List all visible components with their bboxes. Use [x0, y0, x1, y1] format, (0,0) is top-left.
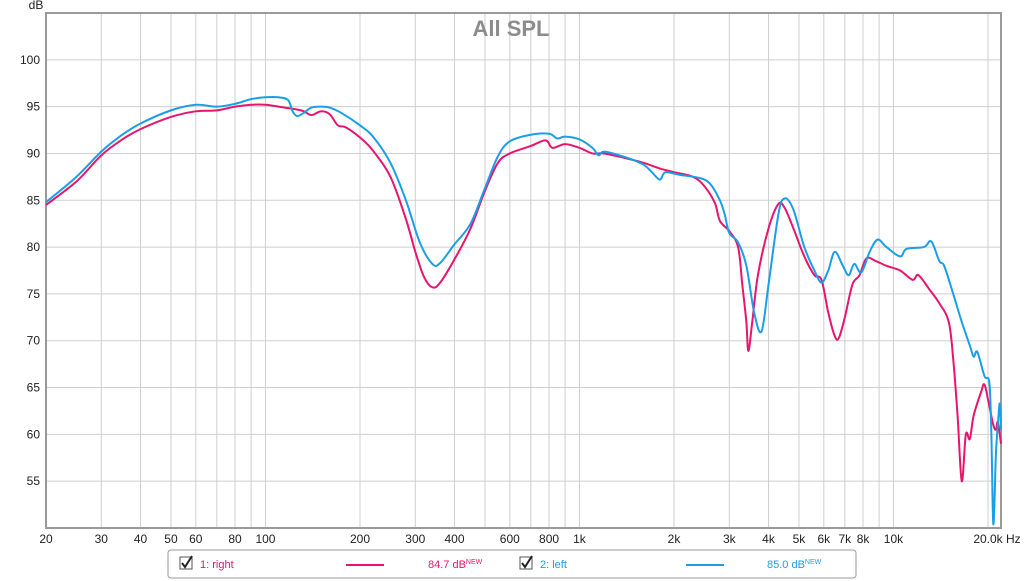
x-tick-label: 30	[95, 532, 109, 546]
series-2-line	[45, 95, 1002, 526]
x-tick-label: 50	[164, 532, 178, 546]
x-tick-label: 10k	[884, 532, 904, 546]
x-tick-label: 5k	[793, 532, 807, 546]
x-tick-label: 40	[134, 532, 148, 546]
x-tick-label: 4k	[762, 532, 776, 546]
y-tick-labels: 55 60 65 70 75 80 85 90 95 100	[20, 53, 40, 488]
y-tick-label: 90	[27, 146, 41, 160]
series-lines	[45, 95, 1002, 526]
x-tick-label: 100	[255, 532, 275, 546]
x-tick-label: 3k	[723, 532, 737, 546]
series-2-checkbox[interactable]	[519, 555, 533, 570]
legend-item-left: 2: left 85.0 dBNEW	[519, 555, 822, 571]
x-tick-label: 60	[189, 532, 203, 546]
series-2-name: 2: left	[540, 559, 567, 571]
y-tick-label: 80	[27, 240, 41, 254]
x-tick-label: 8k	[857, 532, 871, 546]
series-1-level: 84.7 dBNEW	[428, 559, 483, 571]
legend-item-right: 1: right 84.7 dBNEW	[179, 555, 483, 571]
y-tick-label: 95	[27, 100, 41, 114]
y-tick-label: 85	[27, 193, 41, 207]
series-1-name: 1: right	[200, 559, 234, 571]
check-icon	[521, 555, 533, 569]
y-tick-label: 100	[20, 53, 40, 67]
x-axis-label: Hz	[1006, 532, 1021, 546]
x-tick-label: 800	[539, 532, 559, 546]
plot-frame	[45, 12, 1002, 529]
series-2-level-badge: NEW	[805, 559, 822, 566]
x-tick-label: 200	[350, 532, 370, 546]
y-tick-label: 75	[27, 287, 41, 301]
x-tick-label: 400	[445, 532, 465, 546]
series-1-level-value: 84.7 dB	[428, 559, 466, 571]
y-tick-label: 60	[27, 427, 41, 441]
series-2-level-value: 85.0 dB	[767, 559, 805, 571]
x-tick-label: 6k	[817, 532, 831, 546]
series-2-level: 85.0 dBNEW	[767, 559, 822, 571]
x-tick-label: 20.0k	[973, 532, 1003, 546]
x-tick-labels: 20 30 40 50 60 80 100 200 300 400 600 800 1k 2k 3k 4k 5k…	[39, 532, 1003, 546]
legend-box	[167, 549, 857, 579]
series-1-checkbox[interactable]	[179, 555, 193, 570]
x-tick-label: 20	[39, 532, 53, 546]
x-tick-label: 80	[228, 532, 242, 546]
x-gridlines	[100, 13, 989, 528]
x-tick-label: 300	[405, 532, 425, 546]
y-tick-label: 70	[27, 334, 41, 348]
y-gridlines	[46, 59, 1001, 482]
y-tick-label: 55	[27, 474, 41, 488]
x-tick-label: 7k	[838, 532, 852, 546]
x-tick-label: 2k	[668, 532, 682, 546]
series-1-level-badge: NEW	[466, 559, 483, 566]
check-icon	[181, 555, 193, 569]
x-tick-label: 600	[500, 532, 520, 546]
chart-title: All SPL	[472, 16, 549, 41]
y-tick-label: 65	[27, 381, 41, 395]
legend: 1: right 84.7 dBNEW 2: left 85.0 dBNEW	[167, 549, 857, 579]
series-1-line	[45, 103, 1002, 483]
x-tick-label: 1k	[573, 532, 587, 546]
y-axis-label: dB	[29, 0, 44, 12]
